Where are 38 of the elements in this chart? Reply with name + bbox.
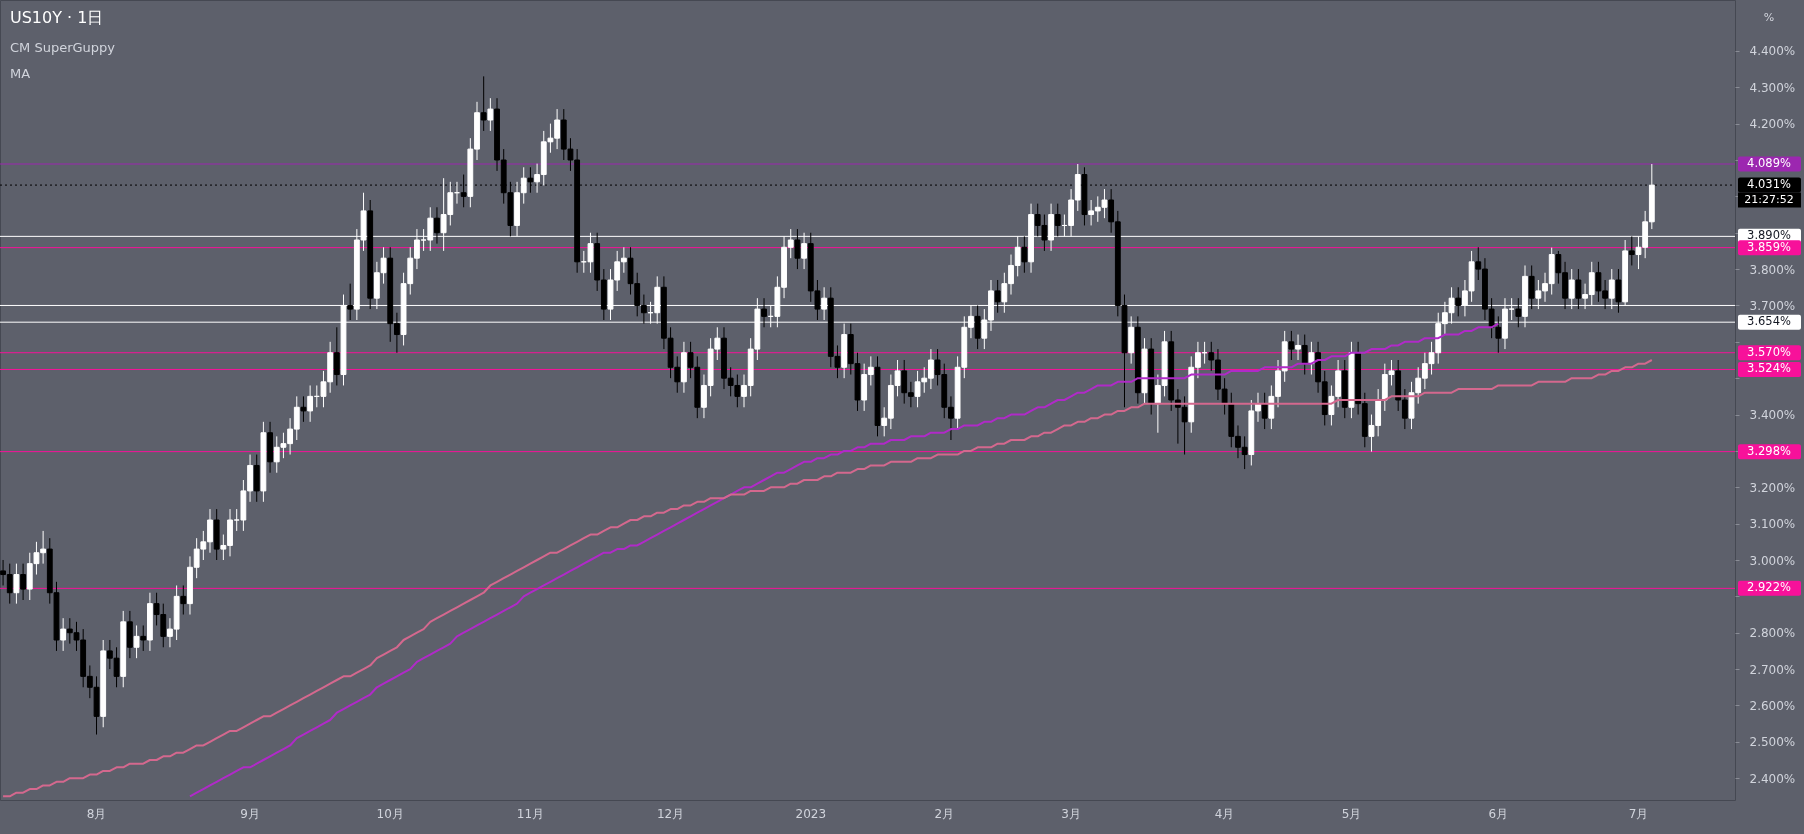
ref-line-label: 4.031% <box>1747 177 1791 192</box>
ref-line-label: 4.089% <box>1747 156 1791 170</box>
text: % <box>1763 11 1775 24</box>
x-tick-label: 2月 <box>934 806 955 821</box>
y-tick-label: 3.800% <box>1749 262 1796 277</box>
y-tick-label: 4.200% <box>1749 117 1796 132</box>
text: 21:27:52 <box>1744 193 1794 207</box>
x-tick-label: 6月 <box>1488 806 1509 821</box>
y-tick-label: 2.700% <box>1749 662 1796 677</box>
ref-line-label: 3.298% <box>1747 443 1791 458</box>
y-tick-label: 2.400% <box>1749 771 1796 786</box>
y-tick-label: 3.100% <box>1749 517 1796 532</box>
ref-line-label: 3.654% <box>1747 314 1791 329</box>
y-tick-label: 2.600% <box>1749 698 1796 713</box>
annotation: CM SuperGuppy <box>10 40 116 55</box>
x-tick-label: 11月 <box>516 806 545 821</box>
x-tick-label: 5月 <box>1341 806 1362 821</box>
y-tick-label: 3.700% <box>1749 298 1796 313</box>
ref-line-label: 3.570% <box>1747 344 1791 359</box>
y-tick-label: 4.300% <box>1749 80 1796 95</box>
y-tick-label: 4.400% <box>1749 44 1796 59</box>
x-tick-label: 2023 <box>795 806 827 821</box>
x-tick-label: 9月 <box>240 806 260 821</box>
x-tick-label: 8月 <box>86 806 107 821</box>
ref-line-label: 2.922% <box>1747 580 1791 595</box>
x-tick-label: 12月 <box>656 806 685 821</box>
y-tick-label: 3.400% <box>1749 408 1796 423</box>
x-tick-label: 3月 <box>1061 806 1081 821</box>
x-tick-label: 7月 <box>1628 806 1649 821</box>
x-tick-label: 10月 <box>376 806 404 821</box>
y-tick-label: 3.200% <box>1749 480 1796 495</box>
y-tick-label: 2.500% <box>1749 735 1796 750</box>
ref-line-label: 3.524% <box>1747 361 1791 376</box>
x-tick-label: 4月 <box>1214 806 1235 821</box>
y-tick-label: 2.800% <box>1749 626 1796 641</box>
text: US10Y · 1日 <box>10 8 104 27</box>
y-tick-label: 3.000% <box>1749 553 1796 568</box>
annotation: MA <box>10 66 31 81</box>
